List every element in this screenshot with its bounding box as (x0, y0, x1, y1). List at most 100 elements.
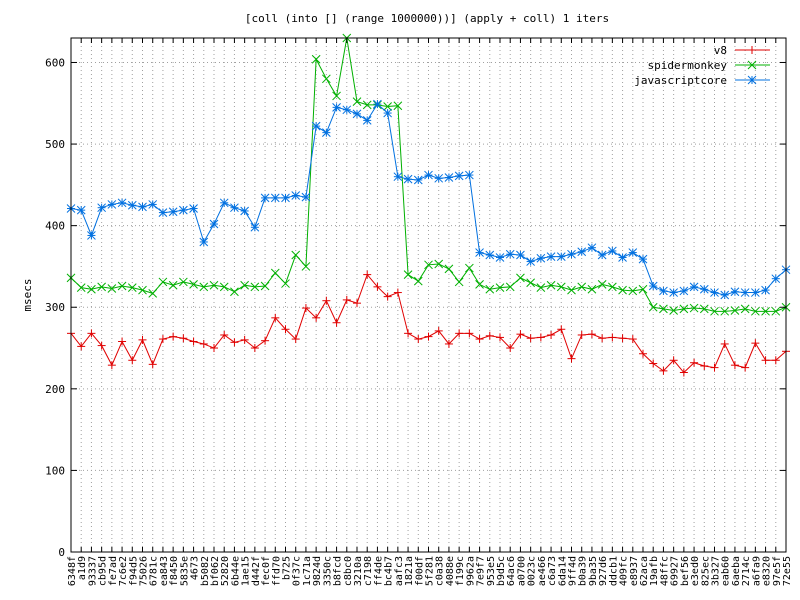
data-point-v8 (220, 330, 229, 339)
data-point-spidermonkey (669, 306, 678, 315)
data-point-spidermonkey (281, 279, 290, 288)
x-tick-label: 64ac6 (506, 556, 517, 586)
data-point-javascriptcore (587, 243, 597, 253)
x-tick-label: c7198 (363, 556, 374, 586)
x-tick-label: 409fc (619, 556, 630, 586)
data-point-spidermonkey (516, 273, 525, 283)
x-tick-label: 5835e (179, 556, 190, 586)
data-point-v8 (250, 344, 259, 353)
data-point-spidermonkey (628, 286, 638, 296)
data-point-javascriptcore (546, 252, 556, 262)
x-tick-label: 2714c (741, 556, 752, 586)
data-point-spidermonkey (587, 284, 597, 294)
data-point-v8 (741, 363, 750, 372)
x-tick-label: 0f37c (292, 556, 303, 586)
data-point-javascriptcore (424, 170, 433, 180)
data-point-spidermonkey (301, 262, 311, 271)
data-point-spidermonkey (608, 282, 617, 292)
x-tick-label: f8450 (169, 556, 180, 586)
x-tick-label: bc4b7 (384, 556, 395, 586)
data-point-javascriptcore (597, 250, 607, 260)
data-point-spidermonkey (240, 280, 249, 290)
data-point-v8 (679, 368, 688, 377)
data-point-javascriptcore (168, 207, 178, 217)
data-point-spidermonkey (322, 74, 331, 84)
x-tick-label: ff4de (373, 556, 384, 586)
data-point-spidermonkey (505, 282, 515, 292)
data-point-javascriptcore (556, 252, 566, 262)
x-tick-label: e8937 (629, 556, 640, 586)
data-point-spidermonkey (526, 278, 535, 288)
data-point-spidermonkey (434, 259, 444, 269)
x-tick-label: 1821a (404, 556, 415, 586)
x-tick-label: 6b44e (230, 556, 241, 586)
x-tick-label: 6781c (149, 556, 160, 586)
data-point-javascriptcore (199, 237, 209, 247)
data-point-spidermonkey (383, 102, 392, 111)
data-point-javascriptcore (332, 102, 341, 112)
data-point-spidermonkey (679, 304, 689, 314)
x-tick-label: b8fcd (333, 556, 344, 586)
data-point-v8 (751, 339, 760, 348)
series-javascriptcore (66, 99, 791, 300)
data-point-spidermonkey (546, 280, 556, 290)
data-point-spidermonkey (148, 289, 158, 298)
data-point-javascriptcore (383, 108, 392, 118)
data-point-javascriptcore (373, 99, 382, 109)
data-point-javascriptcore (219, 198, 229, 208)
x-tick-label: 5f281 (425, 556, 436, 586)
x-tick-label: a0700 (516, 556, 527, 586)
data-point-javascriptcore (638, 254, 648, 264)
x-tick-label: ea843 (159, 556, 170, 586)
data-point-v8 (434, 326, 443, 335)
data-point-javascriptcore (240, 206, 249, 216)
data-point-spidermonkey (117, 281, 127, 291)
x-tick-label: e3ed0 (690, 556, 701, 586)
x-tick-label: f00df (414, 556, 425, 586)
data-point-javascriptcore (301, 192, 311, 202)
data-point-javascriptcore (761, 285, 770, 295)
data-point-spidermonkey (127, 283, 137, 293)
data-point-spidermonkey (567, 285, 576, 295)
x-tick-label: f94d5 (128, 556, 139, 586)
data-point-v8 (618, 334, 627, 343)
data-point-javascriptcore (311, 121, 321, 131)
data-point-v8 (118, 337, 127, 346)
data-point-v8 (158, 335, 167, 344)
y-tick-label: 200 (45, 383, 65, 396)
data-point-v8 (536, 333, 545, 342)
series-spidermonkey (66, 33, 791, 316)
data-point-spidermonkey (87, 284, 96, 294)
data-point-v8 (475, 335, 484, 344)
data-point-v8 (97, 341, 106, 350)
data-point-javascriptcore (536, 253, 546, 263)
data-point-spidermonkey (424, 260, 433, 270)
data-point-javascriptcore (730, 287, 740, 297)
data-point-v8 (567, 354, 576, 363)
data-point-spidermonkey (362, 100, 372, 110)
data-point-v8 (77, 342, 86, 351)
data-point-v8 (383, 292, 392, 301)
x-tick-label: fec0f (261, 556, 272, 586)
data-point-spidermonkey (689, 303, 699, 313)
data-point-spidermonkey (556, 282, 566, 292)
x-tick-label: fe7ad (108, 556, 119, 586)
x-tick-label: aafc3 (394, 556, 405, 586)
data-point-javascriptcore (485, 250, 495, 260)
data-point-v8 (373, 282, 382, 291)
data-point-spidermonkey (209, 280, 219, 290)
data-point-javascriptcore (628, 248, 638, 257)
x-tick-label: 3350c (322, 556, 333, 586)
data-point-spidermonkey (219, 282, 229, 292)
x-tick-label: 9ff4d (568, 556, 579, 586)
legend-marker-javascriptcore (747, 75, 757, 85)
data-point-v8 (87, 329, 96, 338)
data-point-v8 (363, 270, 372, 279)
grid-lines (71, 38, 786, 552)
x-tick-label: ae466 (537, 556, 548, 586)
data-point-javascriptcore (475, 248, 484, 257)
data-point-javascriptcore (720, 290, 730, 300)
data-point-v8 (230, 338, 239, 347)
data-point-v8 (547, 330, 556, 339)
data-point-spidermonkey (751, 306, 760, 316)
